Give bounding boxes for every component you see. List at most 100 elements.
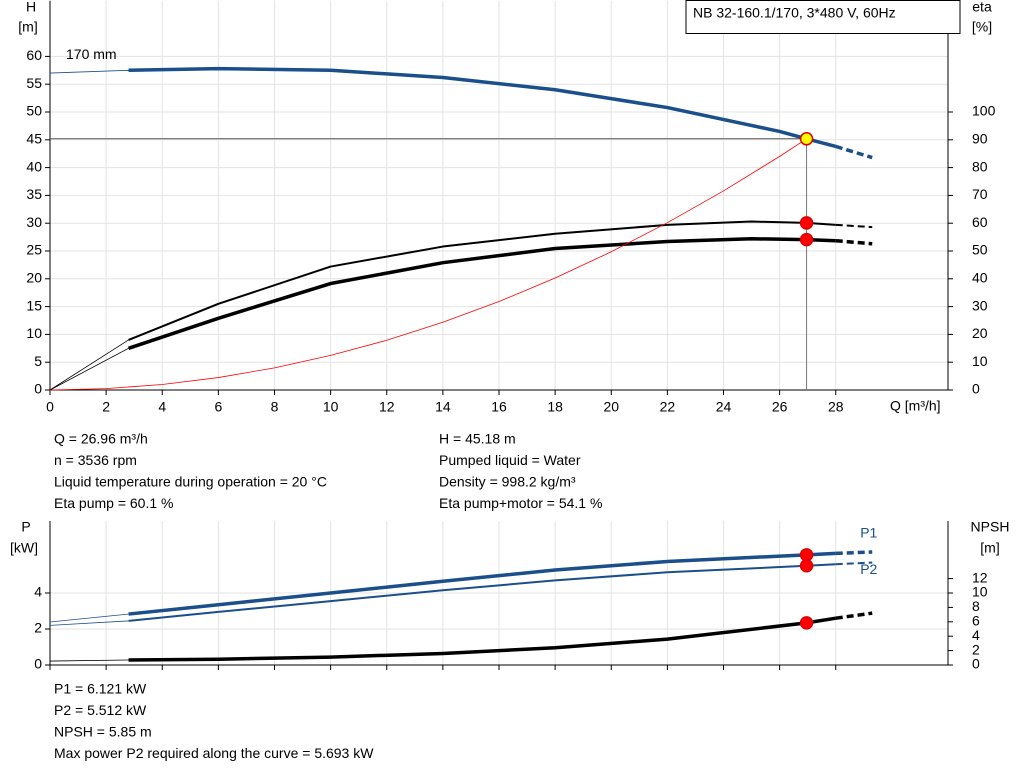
duty-marker	[799, 559, 814, 573]
title-box	[685, 0, 961, 34]
y-tick-label: 0	[34, 656, 42, 672]
y2-tick-label: 70	[972, 186, 988, 202]
y-tick-label: 25	[26, 242, 42, 258]
curve	[128, 563, 836, 622]
y2-tick-label: 8	[972, 598, 980, 614]
y2-tick-label: 30	[972, 297, 988, 313]
x-tick-label: 10	[323, 399, 339, 415]
y-tick-label: 10	[26, 325, 42, 341]
y-tick-label: 5	[34, 353, 42, 369]
info-text: Liquid temperature during operation = 20…	[54, 474, 327, 490]
y2-tick-label: 12	[972, 569, 988, 585]
y2-tick-label: 4	[972, 627, 980, 643]
x-tick-label: 22	[660, 399, 676, 415]
y-axis-label: H	[26, 0, 36, 15]
x-tick-label: 28	[828, 399, 844, 415]
y-tick-label: 55	[26, 75, 42, 91]
info-text: P2 = 5.512 kW	[54, 702, 147, 718]
curve	[835, 611, 873, 620]
duty-marker	[799, 132, 814, 146]
x-tick-label: 16	[491, 399, 507, 415]
curve	[835, 561, 873, 566]
info-text: n = 3536 rpm	[54, 452, 137, 468]
curve	[835, 223, 873, 229]
y2-axis-unit: [%]	[972, 19, 992, 35]
y2-tick-label: 0	[972, 656, 980, 672]
y-tick-label: 4	[34, 584, 42, 600]
curve-label: 170 mm	[66, 46, 117, 62]
info-text: H = 45.18 m	[439, 431, 516, 447]
x-tick-label: 14	[435, 399, 451, 415]
info-text: Density = 998.2 kg/m³	[439, 474, 576, 490]
curve	[49, 659, 129, 662]
y2-tick-label: 10	[972, 353, 988, 369]
y2-tick-label: 50	[972, 242, 988, 258]
y-axis-label: P	[21, 519, 30, 535]
info-text: Pumped liquid = Water	[439, 452, 581, 468]
y-tick-label: 40	[26, 158, 42, 174]
x-tick-label: 6	[214, 399, 222, 415]
y-tick-label: 30	[26, 214, 42, 230]
x-tick-label: 4	[158, 399, 166, 415]
curve	[835, 144, 873, 160]
curve	[128, 551, 836, 616]
curve	[49, 347, 129, 391]
x-tick-label: 18	[547, 399, 563, 415]
duty-marker	[799, 216, 814, 230]
legend-label: P1	[860, 525, 877, 541]
curve	[128, 66, 837, 149]
y-tick-label: 20	[26, 270, 42, 286]
info-text: NPSH = 5.85 m	[54, 724, 152, 740]
y2-tick-label: 10	[972, 584, 988, 600]
duty-marker	[799, 548, 814, 562]
y-tick-label: 15	[26, 297, 42, 313]
info-text: Max power P2 required along the curve = …	[54, 745, 374, 761]
y2-tick-label: 60	[972, 214, 988, 230]
y2-tick-label: 40	[972, 270, 988, 286]
curve	[835, 238, 873, 246]
curve	[128, 237, 836, 350]
y2-tick-label: 100	[972, 103, 996, 119]
y-axis-unit: [kW]	[10, 540, 38, 556]
info-text: Q = 26.96 m³/h	[54, 431, 148, 447]
chart-title: NB 32-160.1/170, 3*480 V, 60Hz	[693, 5, 896, 21]
curve	[128, 616, 837, 662]
x-tick-label: 12	[379, 399, 395, 415]
y2-tick-label: 6	[972, 613, 980, 629]
x-axis-label: Q [m³/h]	[890, 398, 941, 414]
y2-axis-label: eta	[972, 0, 992, 15]
x-tick-label: 2	[102, 399, 110, 415]
y2-tick-label: 20	[972, 325, 988, 341]
x-tick-label: 8	[271, 399, 279, 415]
y-tick-label: 45	[26, 131, 42, 147]
y-tick-label: 60	[26, 47, 42, 63]
x-tick-label: 26	[772, 399, 788, 415]
y2-axis-unit: [m]	[980, 540, 999, 556]
curve	[49, 69, 129, 74]
info-text: Eta pump = 60.1 %	[54, 495, 173, 511]
curve	[49, 620, 129, 626]
curve	[128, 220, 836, 341]
x-tick-label: 24	[716, 399, 732, 415]
x-tick-label: 0	[46, 399, 54, 415]
y-tick-label: 2	[34, 620, 42, 636]
y2-tick-label: 80	[972, 158, 988, 174]
info-text: P1 = 6.121 kW	[54, 681, 147, 697]
curve	[835, 550, 873, 556]
curve	[49, 613, 129, 623]
y-tick-label: 0	[34, 381, 42, 397]
duty-marker	[799, 616, 814, 630]
y2-tick-label: 2	[972, 641, 980, 657]
y-tick-label: 35	[26, 186, 42, 202]
duty-marker	[799, 232, 814, 247]
y2-tick-label: 90	[972, 131, 988, 147]
y2-tick-label: 0	[972, 381, 980, 397]
info-text: Eta pump+motor = 54.1 %	[439, 495, 602, 511]
y-tick-label: 50	[26, 103, 42, 119]
curve	[49, 339, 129, 391]
x-tick-label: 20	[603, 399, 619, 415]
y-axis-unit: [m]	[18, 19, 37, 35]
y2-axis-label: NPSH	[971, 519, 1010, 535]
